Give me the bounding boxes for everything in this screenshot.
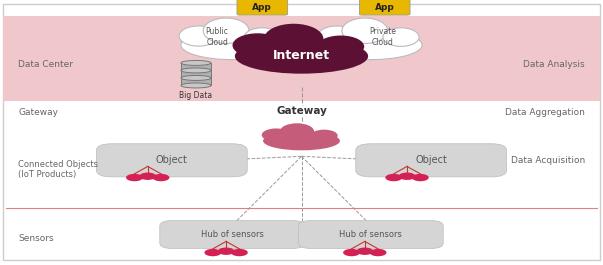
Text: Object: Object [156,155,188,165]
FancyBboxPatch shape [359,0,410,15]
Text: Object: Object [415,155,447,165]
Ellipse shape [181,83,211,88]
Text: App: App [253,3,272,12]
Circle shape [356,248,373,255]
Text: Hub of sensors: Hub of sensors [201,230,264,239]
Circle shape [139,173,156,180]
Circle shape [385,174,402,181]
FancyBboxPatch shape [237,0,288,15]
Ellipse shape [233,33,283,58]
FancyBboxPatch shape [96,144,247,177]
Text: App: App [375,3,394,12]
Text: Gateway: Gateway [276,106,327,116]
FancyBboxPatch shape [356,144,507,177]
Ellipse shape [342,18,388,43]
Ellipse shape [179,26,218,46]
Text: Sensors: Sensors [18,234,54,243]
Ellipse shape [262,129,291,142]
Ellipse shape [280,123,314,140]
Text: Gateway: Gateway [18,108,58,117]
Circle shape [370,249,387,256]
Bar [181,63,211,85]
Ellipse shape [181,68,211,73]
Circle shape [412,174,429,181]
Text: Hub of sensors: Hub of sensors [339,230,402,239]
Circle shape [231,249,248,256]
Text: Data Center: Data Center [18,60,73,69]
Circle shape [153,174,169,181]
Ellipse shape [383,28,419,46]
Text: Public
Cloud: Public Cloud [206,27,229,47]
Text: Private
Cloud: Private Cloud [370,27,396,47]
Circle shape [218,248,235,255]
Circle shape [399,173,415,180]
Text: Data Analysis: Data Analysis [523,60,585,69]
Ellipse shape [264,24,323,54]
Ellipse shape [181,60,211,65]
Circle shape [204,249,221,256]
Ellipse shape [317,36,364,58]
Circle shape [343,249,360,256]
Circle shape [126,174,143,181]
Text: Internet: Internet [273,49,330,62]
Ellipse shape [318,26,356,46]
Text: Big Data: Big Data [180,91,212,100]
Text: Data Aggregation: Data Aggregation [505,108,585,117]
Ellipse shape [235,39,368,74]
Text: Data Acquisition: Data Acquisition [511,156,585,165]
Ellipse shape [181,30,283,60]
Ellipse shape [203,18,249,43]
Ellipse shape [311,130,338,142]
FancyBboxPatch shape [298,220,443,249]
Ellipse shape [263,131,340,150]
FancyBboxPatch shape [3,4,600,260]
FancyBboxPatch shape [160,220,305,249]
Ellipse shape [320,30,422,60]
Ellipse shape [244,28,280,46]
Text: Connected Objects
(IoT Products): Connected Objects (IoT Products) [18,160,98,179]
Bar [3,16,600,101]
Ellipse shape [181,76,211,81]
